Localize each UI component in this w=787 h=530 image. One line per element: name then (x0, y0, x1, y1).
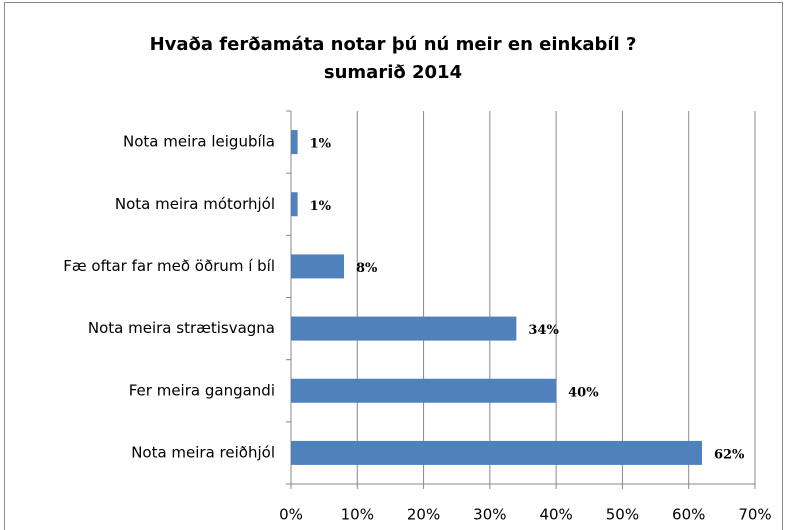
chart-title: Hvaða ferðamáta notar þú nú meir en eink… (150, 34, 637, 55)
value-label: 8% (356, 261, 378, 276)
x-tick-label: 20% (407, 506, 440, 524)
x-tick-label: 50% (606, 506, 639, 524)
bar (291, 254, 345, 279)
chart-frame (4, 2, 783, 530)
value-label: 62% (714, 447, 745, 462)
category-label: Fer meira gangandi (129, 381, 275, 399)
value-label: 34% (528, 323, 559, 338)
x-tick-label: 60% (672, 506, 705, 524)
value-label: 40% (568, 385, 599, 400)
bar (291, 192, 298, 217)
value-label: 1% (310, 137, 332, 152)
bar (291, 378, 557, 403)
bar (291, 130, 298, 155)
x-tick-label: 70% (738, 506, 771, 524)
x-tick-label: 0% (279, 506, 303, 524)
category-label: Fæ oftar far með öðrum í bíl (63, 257, 275, 275)
category-label: Nota meira leigubíla (123, 133, 275, 151)
x-tick-label: 40% (539, 506, 572, 524)
category-label: Nota meira strætisvagna (88, 319, 275, 337)
category-label: Nota meira mótorhjól (115, 195, 275, 213)
value-label: 1% (310, 199, 332, 214)
x-tick-label: 30% (473, 506, 506, 524)
bar (291, 440, 702, 465)
bar (291, 316, 517, 341)
category-label: Nota meira reiðhjól (131, 443, 275, 461)
chart-subtitle: sumarið 2014 (324, 62, 462, 83)
x-tick-label: 10% (341, 506, 374, 524)
